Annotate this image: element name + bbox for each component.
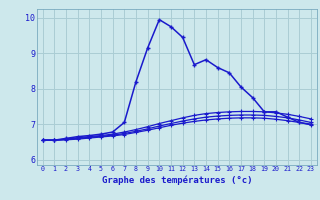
X-axis label: Graphe des températures (°c): Graphe des températures (°c) (101, 175, 252, 185)
